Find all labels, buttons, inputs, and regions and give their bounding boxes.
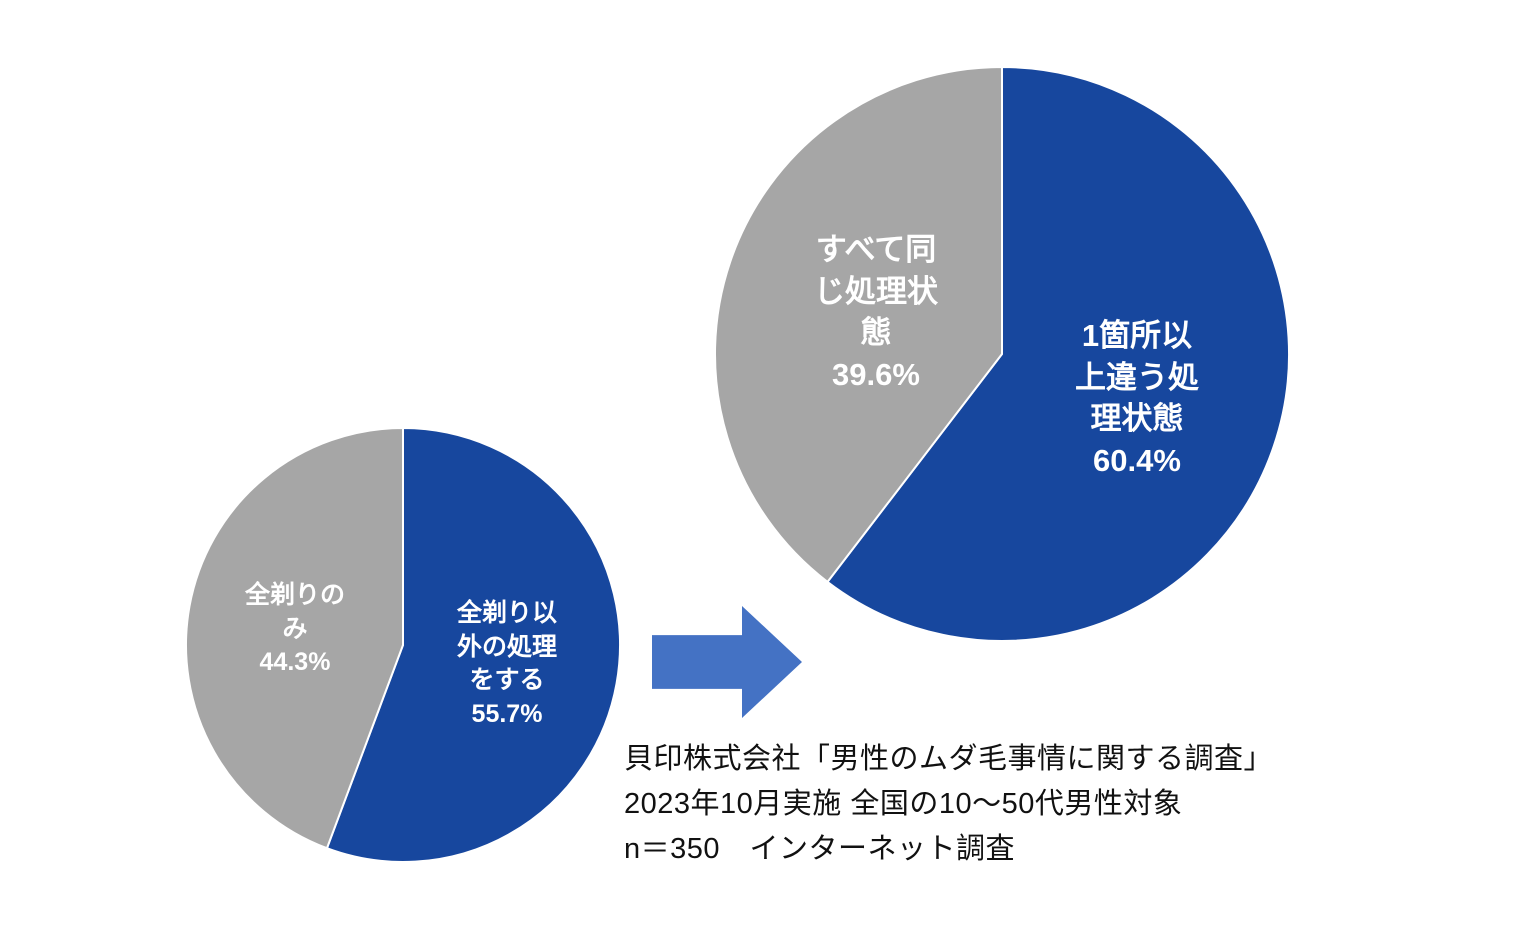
- pie-after-blue-slice-label: 1箇所以 上違う処 理状態 60.4%: [1075, 317, 1199, 478]
- source-line-1: 貝印株式会社「男性のムダ毛事情に関する調査」: [624, 743, 1274, 775]
- pie-chart-before-svg: [185, 427, 621, 863]
- source-note: 貝印株式会社「男性のムダ毛事情に関する調査」 2023年10月実施 全国の10～…: [624, 737, 1273, 872]
- pie-chart-after-svg: [714, 66, 1290, 642]
- pie-before-gray-slice-label: 全剃りの み 44.3%: [244, 580, 346, 676]
- pie-before-blue-slice-label: 全剃り以 外の処理 をする 55.7%: [456, 599, 558, 728]
- pie-chart-after: すべて同 じ処理状 態 39.6% 1箇所以 上違う処 理状態 60.4%: [713, 65, 1291, 643]
- source-line-3: n＝350 インターネット調査: [624, 832, 1016, 865]
- pie-chart-before: 全剃りの み 44.3% 全剃り以 外の処理 をする 55.7%: [184, 426, 622, 864]
- source-line-2: 2023年10月実施 全国の10～50代男性対象: [624, 787, 1183, 820]
- pie-after-gray-slice-label: すべて同 じ処理状 態 39.6%: [814, 231, 938, 392]
